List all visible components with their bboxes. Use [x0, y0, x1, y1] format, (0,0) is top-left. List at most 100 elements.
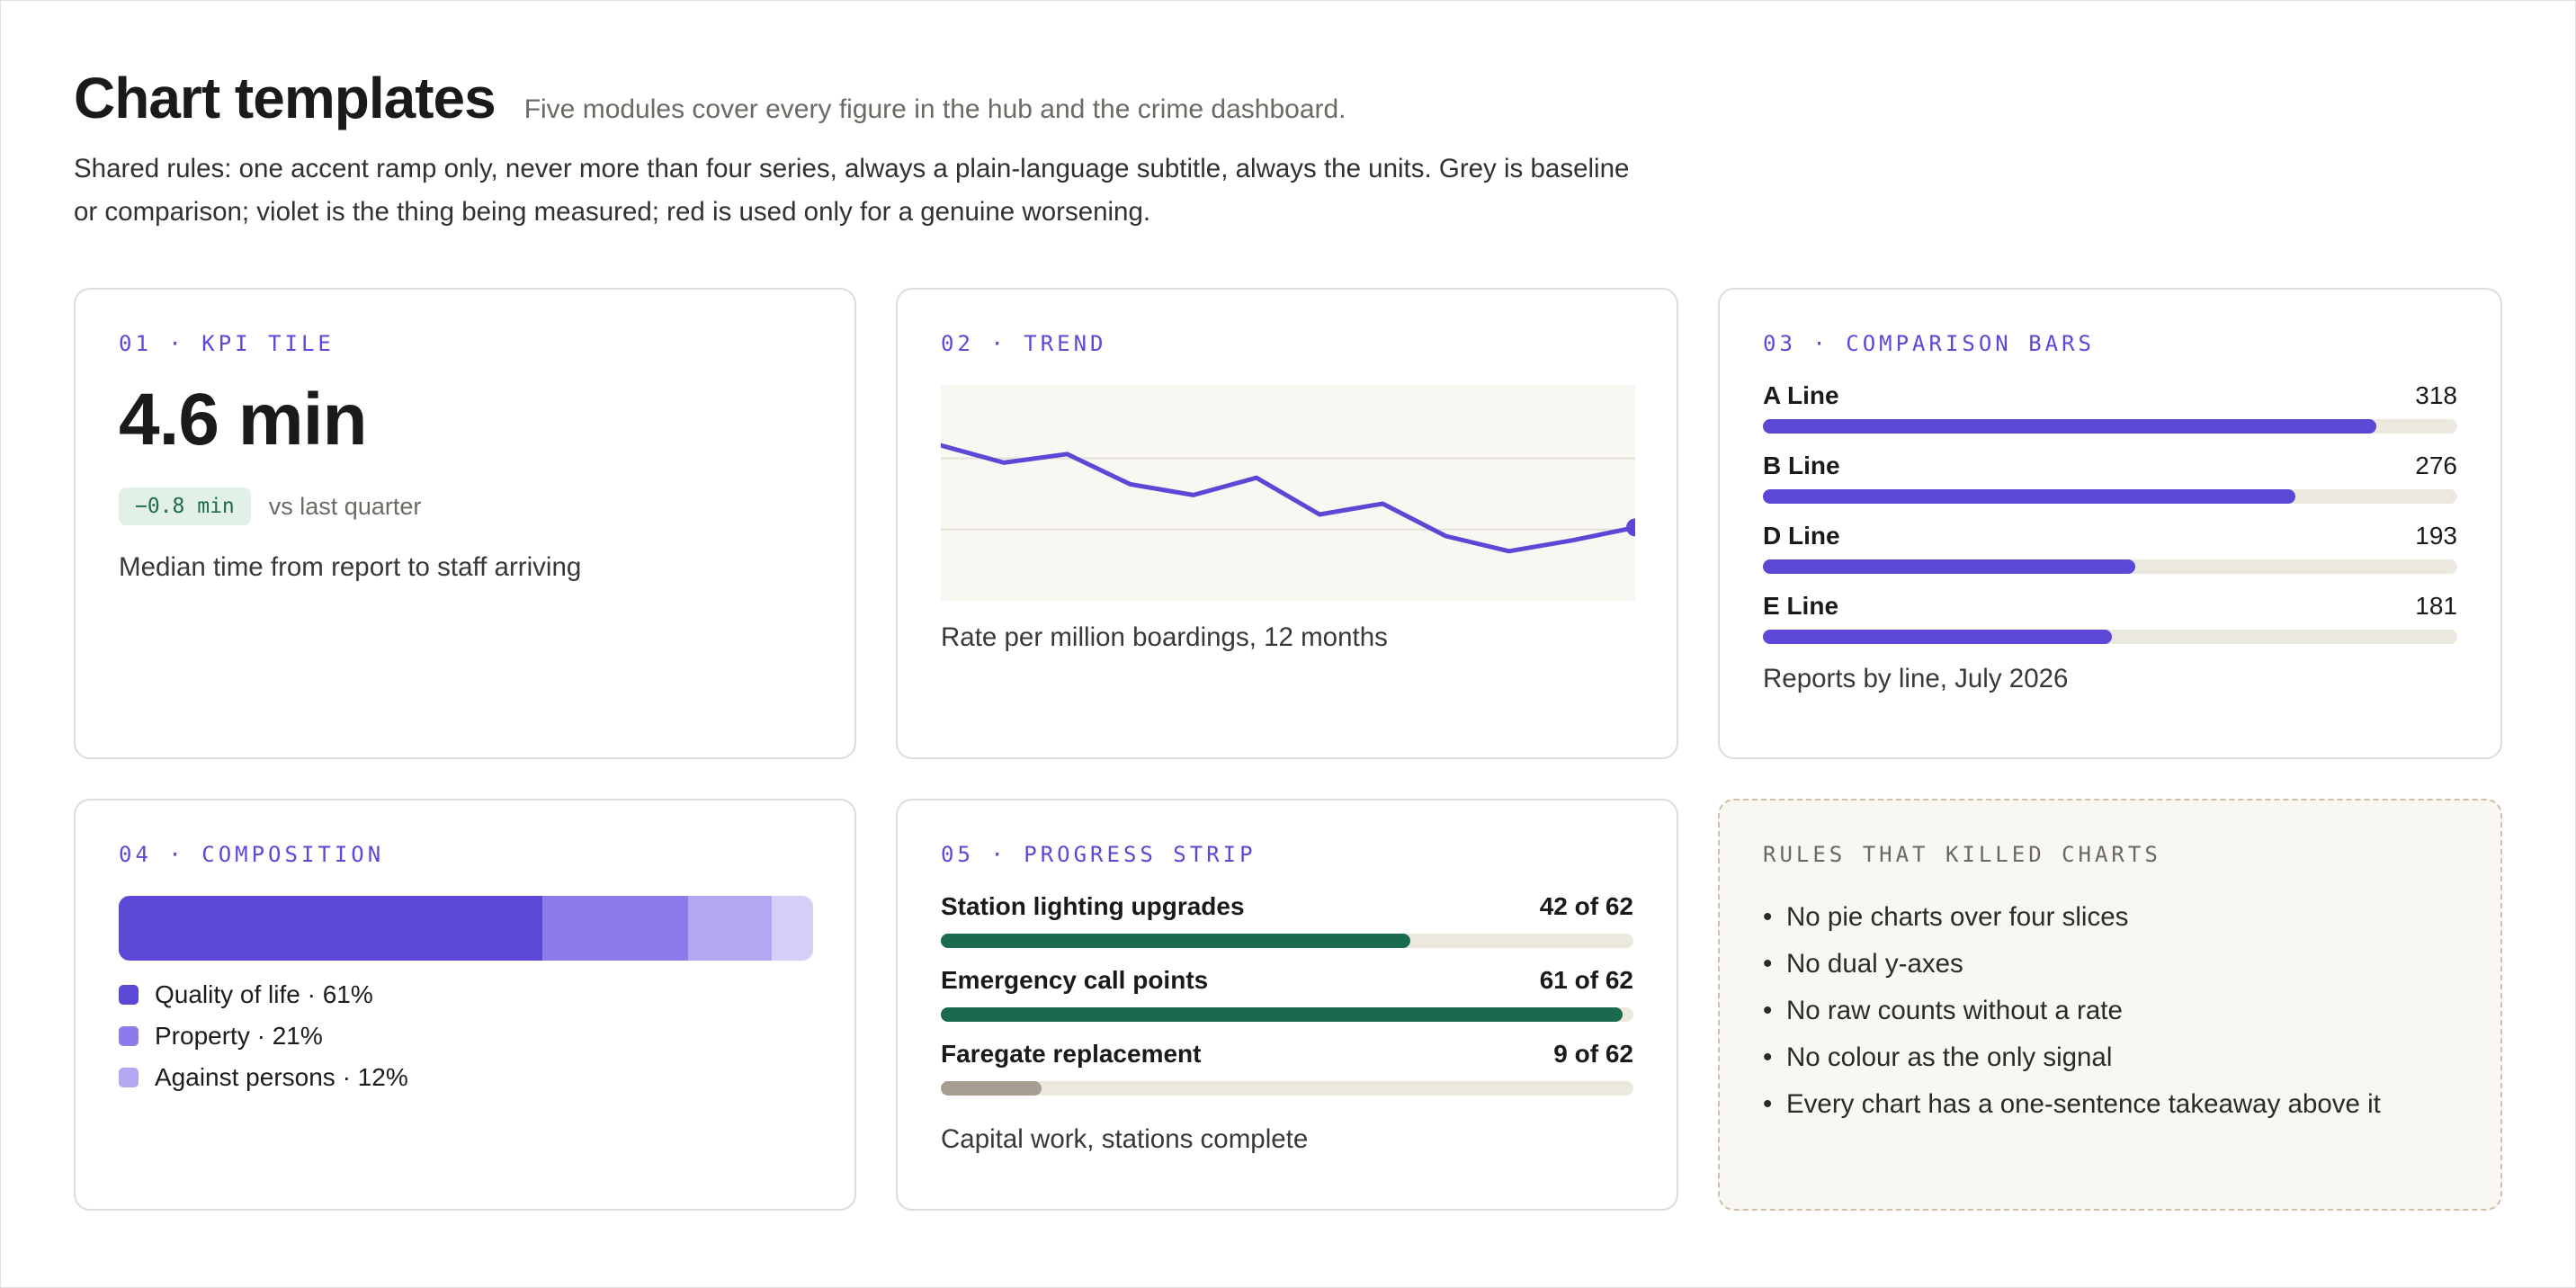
progress-fill — [941, 1007, 1623, 1022]
bar-head: B Line 276 — [1763, 452, 2457, 480]
trend-line — [938, 443, 1638, 554]
progress-list: Station lighting upgrades 42 of 62 Emergen… — [941, 892, 1633, 1096]
trend-caption: Rate per million boardings, 12 months — [941, 622, 1388, 652]
rule-text: No pie charts over four slices — [1786, 902, 2129, 932]
bar-track — [1763, 419, 2457, 434]
progress-strip-card: 05 · PROGRESS STRIP Station lighting upg… — [896, 799, 1678, 1211]
bars-eyebrow: 03 · COMPARISON BARS — [1763, 331, 2095, 356]
progress-head: Station lighting upgrades 42 of 62 — [941, 892, 1633, 921]
composition-segment — [119, 896, 542, 961]
rule-item: • Every chart has a one-sentence takeaway… — [1763, 1081, 2457, 1128]
kpi-value: 4.6 min — [119, 379, 368, 461]
bar-value: 318 — [2415, 381, 2457, 409]
progress-track — [941, 1081, 1633, 1096]
page-subtitle: Five modules cover every figure in the h… — [523, 94, 1346, 124]
page-header: Chart templates Five modules cover every… — [74, 65, 2502, 234]
bullet-icon: • — [1763, 996, 1773, 1025]
legend-swatch — [119, 1068, 139, 1087]
bar-fill — [1763, 559, 2135, 574]
rule-text: No dual y-axes — [1786, 949, 1963, 979]
bar-head: A Line 318 — [1763, 381, 2457, 410]
kpi-delta-row: −0.8 min vs last quarter — [119, 487, 811, 525]
legend-swatch — [119, 1026, 139, 1046]
bar-value: 181 — [2415, 592, 2457, 620]
bullet-icon: • — [1763, 1089, 1773, 1119]
legend-item: Against persons · 12% — [119, 1063, 811, 1092]
title-row: Chart templates Five modules cover every… — [74, 65, 2502, 131]
rule-item: • No pie charts over four slices — [1763, 894, 2457, 941]
legend-label: Quality of life · 61% — [155, 980, 373, 1008]
trend-card: 02 · TREND Rate per million boardings, 1… — [896, 288, 1678, 759]
trend-plot-bg — [941, 385, 1635, 601]
legend-item: Property · 21% — [119, 1022, 811, 1051]
composition-card: 04 · COMPOSITION Quality of life · 61% Pr… — [74, 799, 856, 1211]
progress-count: 61 of 62 — [1539, 966, 1633, 994]
progress-head: Faregate replacement 9 of 62 — [941, 1040, 1633, 1069]
trend-svg — [938, 385, 1644, 601]
kpi-tile-card: 01 · KPI TILE 4.6 min −0.8 min vs last q… — [74, 288, 856, 759]
trend-chart — [938, 385, 1644, 601]
legend-swatch — [119, 985, 139, 1005]
bar-fill — [1763, 630, 2113, 644]
bar-track — [1763, 630, 2457, 644]
composition-stacked-bar — [119, 896, 813, 961]
progress-track — [941, 934, 1633, 948]
delta-note: vs last quarter — [268, 492, 422, 520]
intro-text: Shared rules: one accent ramp only, neve… — [74, 154, 1630, 227]
progress-count: 42 of 62 — [1539, 892, 1633, 920]
bar-item: B Line 276 — [1763, 452, 2457, 504]
progress-item: Emergency call points 61 of 62 — [941, 966, 1633, 1022]
rule-text: No raw counts without a rate — [1786, 996, 2123, 1025]
legend-label: Property · 21% — [155, 1022, 323, 1050]
composition-segment — [771, 896, 813, 961]
bar-item: E Line 181 — [1763, 592, 2457, 644]
legend-item: Quality of life · 61% — [119, 980, 811, 1009]
bullet-icon: • — [1763, 949, 1773, 979]
rule-text: No colour as the only signal — [1786, 1042, 2113, 1072]
progress-label: Station lighting upgrades — [941, 892, 1245, 920]
rules-list: • No pie charts over four slices • No dual … — [1763, 894, 2457, 1128]
comparison-bars-card: 03 · COMPARISON BARS A Line 318 B Line 276 D… — [1718, 288, 2502, 759]
progress-head: Emergency call points 61 of 62 — [941, 966, 1633, 995]
rules-card: RULES THAT KILLED CHARTS • No pie charts … — [1718, 799, 2502, 1211]
bar-label: D Line — [1763, 522, 1840, 550]
progress-item: Faregate replacement 9 of 62 — [941, 1040, 1633, 1096]
bar-head: E Line 181 — [1763, 592, 2457, 621]
bullet-icon: • — [1763, 1042, 1773, 1072]
rule-text: Every chart has a one-sentence takeaway … — [1786, 1089, 2381, 1119]
bar-track — [1763, 489, 2457, 504]
bar-item: A Line 318 — [1763, 381, 2457, 434]
delta-badge: −0.8 min — [119, 487, 251, 525]
composition-eyebrow: 04 · COMPOSITION — [119, 842, 385, 867]
legend-label: Against persons · 12% — [155, 1063, 408, 1091]
bar-item: D Line 193 — [1763, 522, 2457, 574]
composition-legend: Quality of life · 61% Property · 21% Again… — [119, 980, 811, 1092]
bar-value: 276 — [2415, 452, 2457, 479]
rule-item: • No dual y-axes — [1763, 941, 2457, 988]
bar-fill — [1763, 419, 2376, 434]
bar-track — [1763, 559, 2457, 574]
rule-item: • No colour as the only signal — [1763, 1034, 2457, 1081]
progress-item: Station lighting upgrades 42 of 62 — [941, 892, 1633, 948]
progress-label: Emergency call points — [941, 966, 1209, 994]
progress-count: 9 of 62 — [1553, 1040, 1633, 1068]
bar-label: E Line — [1763, 592, 1839, 620]
progress-track — [941, 1007, 1633, 1022]
trend-eyebrow: 02 · TREND — [941, 331, 1107, 356]
rule-item: • No raw counts without a rate — [1763, 988, 2457, 1034]
progress-fill — [941, 934, 1410, 948]
bars-list: A Line 318 B Line 276 D Line 193 E Line 181 — [1763, 381, 2457, 644]
progress-label: Faregate replacement — [941, 1040, 1202, 1068]
bar-head: D Line 193 — [1763, 522, 2457, 550]
bar-label: A Line — [1763, 381, 1839, 409]
progress-caption: Capital work, stations complete — [941, 1124, 1309, 1154]
bar-value: 193 — [2415, 522, 2457, 550]
rules-eyebrow: RULES THAT KILLED CHARTS — [1763, 842, 2161, 867]
composition-segment — [688, 896, 772, 961]
bar-label: B Line — [1763, 452, 1840, 479]
kpi-eyebrow: 01 · KPI TILE — [119, 331, 335, 356]
bars-caption: Reports by line, July 2026 — [1763, 664, 2069, 693]
kpi-caption: Median time from report to staff arrivin… — [119, 552, 582, 582]
progress-eyebrow: 05 · PROGRESS STRIP — [941, 842, 1257, 867]
progress-fill — [941, 1081, 1042, 1096]
